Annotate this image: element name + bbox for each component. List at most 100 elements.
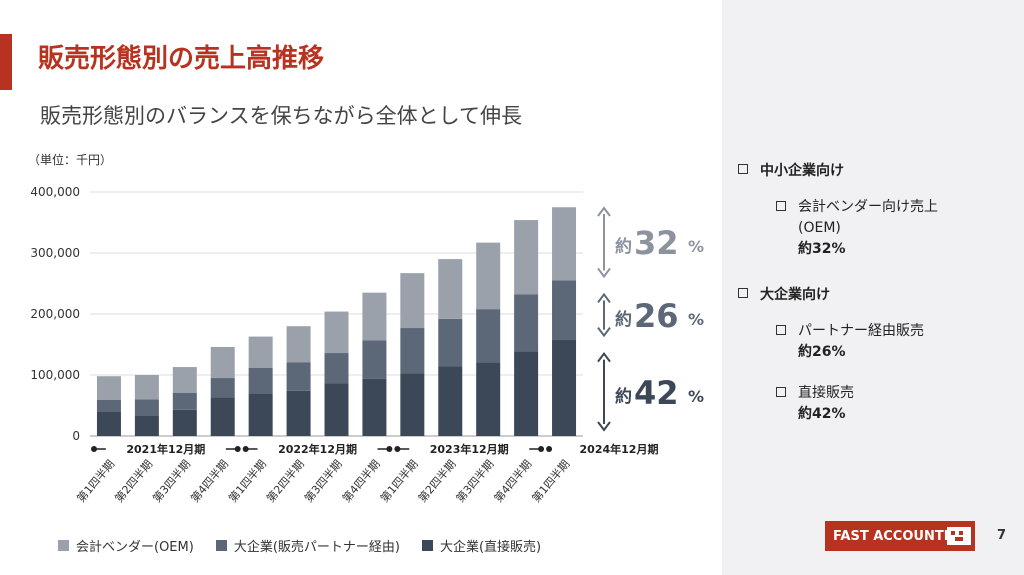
period-dot	[234, 446, 241, 452]
bar-segment	[248, 336, 273, 368]
x-tick-label: 第1四半期	[74, 457, 118, 505]
bar-segment	[248, 367, 273, 394]
legend-swatch-partner	[215, 540, 227, 551]
bar-segment	[438, 318, 463, 367]
item-oem-text: 会計ベンダー向け売上	[798, 199, 938, 215]
bar-segment	[96, 411, 121, 436]
bar-segment	[172, 409, 197, 436]
stacked-bar-chart: 0100,000200,000300,000400,000第1四半期第2四半期第…	[30, 185, 704, 505]
bar-segment	[552, 280, 577, 340]
share-value: 26	[634, 297, 679, 335]
bar-segment	[476, 242, 501, 310]
bar-segment	[324, 311, 349, 354]
legend-swatch-oem	[58, 540, 69, 551]
bar-segment	[96, 400, 121, 412]
group-label-enterprise: 大企業向け	[760, 287, 830, 303]
item-direct-value: 約42%	[798, 406, 846, 422]
period-dot	[91, 446, 97, 452]
page-title: 販売形態別の売上高推移	[38, 44, 325, 74]
chart-unit-label: （単位：千円）	[28, 153, 113, 167]
x-tick-label: 第2四半期	[112, 457, 156, 505]
x-tick-label: 第3四半期	[150, 457, 194, 505]
bar-segment	[552, 207, 577, 281]
share-suffix: %	[688, 387, 704, 406]
period-dot	[386, 446, 393, 452]
x-tick-label: 第1四半期	[529, 457, 573, 505]
company-logo: FAST ACCOUNTING	[825, 521, 975, 551]
period-label: 2024年12月期	[580, 442, 659, 456]
share-suffix: %	[688, 237, 704, 256]
legend-label-direct: 大企業(直接販売)	[439, 540, 542, 555]
page-subtitle: 販売形態別のバランスを保ちながら全体として伸長	[40, 104, 522, 128]
x-tick-label: 第4四半期	[339, 457, 383, 505]
share-arrow-head	[597, 267, 611, 279]
y-tick-label: 100,000	[30, 368, 80, 382]
bar-segment	[172, 367, 197, 393]
share-arrow-head	[597, 292, 611, 304]
bar-segment	[552, 339, 577, 436]
period-label: 2022年12月期	[278, 442, 357, 456]
item-oem: 会計ベンダー向け売上 (OEM) 約32%	[776, 197, 938, 260]
bar-segment	[248, 393, 273, 436]
legend-label-partner: 大企業(販売パートナー経由)	[233, 540, 400, 555]
share-arrow-head	[597, 351, 611, 363]
bar-segment	[400, 273, 425, 329]
period-label: 2023年12月期	[430, 442, 509, 456]
x-tick-label: 第4四半期	[491, 457, 535, 505]
bar-segment	[438, 366, 463, 436]
x-tick-label: 第1四半期	[225, 457, 269, 505]
bar-segment	[134, 415, 159, 436]
period-dot	[242, 446, 249, 452]
bar-segment	[362, 292, 387, 341]
legend-item-partner: 大企業(販売パートナー経由)	[215, 536, 400, 555]
checkbox-bullet-icon	[776, 387, 786, 397]
share-prefix: 約	[615, 309, 632, 330]
share-arrow-head	[597, 421, 611, 432]
pixel-logo-icon	[947, 527, 971, 545]
bar-segment	[400, 373, 425, 436]
bar-segment	[362, 340, 387, 379]
bar-segment	[286, 362, 311, 391]
checkbox-bullet-icon	[776, 201, 786, 211]
bar-segment	[514, 351, 539, 436]
bar-segment	[134, 375, 159, 400]
y-tick-label: 400,000	[30, 185, 80, 199]
share-suffix: %	[688, 310, 704, 329]
x-tick-label: 第3四半期	[453, 457, 497, 505]
bar-segment	[286, 390, 311, 436]
bar-segment	[514, 294, 539, 352]
bar-segment	[134, 399, 159, 416]
bar-segment	[400, 328, 425, 374]
bar-segment	[324, 353, 349, 384]
share-prefix: 約	[615, 386, 632, 407]
bar-segment	[210, 397, 235, 436]
period-label-bg	[559, 441, 679, 457]
share-arrow-head	[597, 327, 611, 338]
bar-segment	[324, 383, 349, 436]
bar-segment	[514, 220, 539, 295]
item-partner-value: 約26%	[798, 344, 846, 360]
item-partner-text: パートナー経由販売	[798, 323, 924, 339]
x-tick-label: 第3四半期	[301, 457, 345, 505]
period-label-bg	[257, 441, 378, 457]
item-direct: 直接販売 約42%	[776, 383, 854, 425]
x-tick-label: 第2四半期	[415, 457, 459, 505]
group-label-sme: 中小企業向け	[760, 163, 844, 179]
y-tick-label: 0	[72, 429, 80, 443]
checkbox-bullet-icon	[738, 164, 748, 174]
group-sme: 中小企業向け	[738, 160, 844, 180]
title-accent-bar	[0, 34, 12, 90]
period-dot	[546, 446, 553, 452]
share-value: 42	[634, 374, 679, 412]
bar-segment	[210, 346, 235, 379]
bar-segment	[172, 392, 197, 410]
side-panel-background	[722, 0, 1024, 575]
legend-item-direct: 大企業(直接販売)	[421, 536, 542, 555]
legend-swatch-direct	[421, 540, 433, 551]
period-dot	[538, 446, 545, 452]
bar-segment	[96, 376, 121, 401]
bar-segment	[362, 378, 387, 436]
share-arrow-head	[597, 206, 611, 217]
x-tick-label: 第1四半期	[377, 457, 421, 505]
checkbox-bullet-icon	[738, 288, 748, 298]
